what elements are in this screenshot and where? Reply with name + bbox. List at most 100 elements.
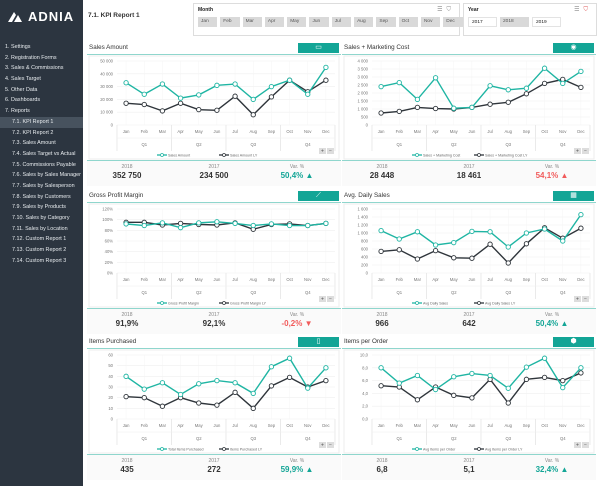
month-chip[interactable]: Aug	[354, 17, 374, 27]
y-tick-label: 30 000	[100, 84, 113, 89]
sidebar-item[interactable]: 7.13. Custom Report 2	[12, 247, 67, 254]
x-tick-label: Jul	[487, 277, 492, 282]
x-tick-label: Jan	[123, 423, 130, 428]
y-tick-label: 6,0	[362, 378, 368, 383]
data-point	[541, 355, 548, 361]
sidebar-item[interactable]: 5. Other Data	[5, 86, 38, 93]
sidebar-item[interactable]: 3. Sales & Commissions	[5, 65, 64, 72]
y-tick-label: 40%	[105, 249, 114, 254]
data-point	[141, 386, 147, 392]
data-point	[232, 389, 238, 395]
sidebar-item[interactable]: 7.6. Sales by Sales Manager	[12, 172, 81, 179]
month-chip[interactable]: Jan	[198, 17, 218, 27]
sidebar-item[interactable]: 2. Registration Forms	[5, 54, 57, 61]
sidebar-item[interactable]: 7.9. Sales by Products	[12, 204, 66, 211]
month-chip[interactable]: Feb	[220, 17, 240, 27]
plus-icon: +	[321, 442, 324, 448]
x-tick-label: May	[195, 129, 204, 134]
box-icon[interactable]: ⬢	[553, 337, 594, 347]
money-icon[interactable]: ▭	[298, 43, 339, 53]
month-chip[interactable]: Apr	[264, 17, 285, 27]
month-chip[interactable]: Oct	[398, 17, 418, 27]
clear-filter-icon[interactable]: ⛉	[446, 7, 455, 13]
sidebar-item[interactable]: 7.10. Sales by Category	[12, 215, 70, 221]
month-chip[interactable]: Sep	[376, 17, 396, 27]
sidebar-item[interactable]: 7.11. Sales by Location	[12, 225, 68, 232]
adnia-logo-icon	[8, 11, 22, 22]
chart-icon[interactable]: ⟋	[298, 191, 339, 201]
x-tick-label: Jul	[232, 423, 237, 428]
calendar-icon[interactable]: ▦	[553, 191, 594, 201]
sidebar-item[interactable]: 7.4. Sales Target vs Actual	[12, 150, 76, 157]
data-point	[196, 400, 202, 406]
quarter-label: Q3	[250, 436, 256, 441]
year-chip[interactable]: 2019	[532, 17, 561, 27]
sidebar-item[interactable]: 7.5. Commissions Payable	[12, 161, 76, 168]
multi-select-icon[interactable]: ☰	[574, 7, 584, 13]
zoom-out-button[interactable]	[582, 296, 589, 302]
data-point	[378, 227, 384, 234]
y-tick-label: 0	[111, 123, 114, 128]
year-chip[interactable]: 2018	[500, 17, 529, 27]
tablet-icon[interactable]: ▯	[298, 337, 339, 347]
zoom-in-button[interactable]	[574, 148, 581, 154]
zoom-out-button[interactable]	[582, 148, 589, 154]
zoom-in-button[interactable]	[574, 442, 581, 448]
data-point	[396, 380, 402, 386]
data-point	[487, 229, 493, 235]
multi-select-icon[interactable]: ☰	[437, 7, 447, 13]
zoom-out-button[interactable]	[327, 296, 334, 302]
data-point	[305, 385, 311, 391]
data-point	[323, 77, 329, 83]
minus-icon: −	[584, 148, 587, 154]
zoom-out-button[interactable]	[327, 442, 334, 448]
sidebar-item[interactable]: 7.3. Sales Amount	[12, 140, 56, 147]
arrow-up-icon: ▲	[558, 171, 569, 180]
x-tick-label: Mar	[159, 129, 167, 134]
sidebar-item[interactable]: 7.7. Sales by Salesperson	[12, 182, 75, 189]
quarter-label: Q1	[141, 290, 147, 295]
data-point	[578, 365, 584, 371]
quarter-label: Q2	[451, 290, 457, 295]
zoom-out-button[interactable]	[582, 442, 589, 448]
zoom-in-button[interactable]	[319, 442, 326, 448]
month-chip[interactable]: Nov	[420, 17, 441, 27]
month-chip[interactable]: Jul	[331, 17, 352, 27]
sidebar-item[interactable]: 7.2. KPI Report 2	[12, 129, 54, 136]
line-chart: 0 200 400 600 800 1 000 1 200 1 400 1 600 Jan Feb M…	[343, 203, 595, 308]
arrow-up-icon: ▲	[558, 319, 569, 328]
y-tick-label: 10 000	[100, 110, 113, 115]
sidebar-item[interactable]: 1. Settings	[5, 44, 31, 50]
data-point	[123, 100, 129, 106]
sidebar-item[interactable]: 6. Dashboards	[5, 97, 41, 104]
data-point	[523, 364, 530, 370]
sidebar-item[interactable]: 7.8. Sales by Customers	[12, 193, 71, 200]
title-underline	[342, 202, 596, 203]
data-point	[378, 248, 384, 255]
zoom-in-button[interactable]	[319, 148, 326, 154]
sidebar-item[interactable]: 7.12. Custom Report 1	[12, 236, 67, 243]
sidebar-item[interactable]: 7.1. KPI Report 1	[0, 116, 83, 128]
y-tick-label: 1 500	[358, 99, 369, 104]
x-tick-label: Sep	[523, 277, 531, 282]
sidebar-item[interactable]: 7. Reports	[5, 108, 30, 115]
zoom-in-button[interactable]	[319, 296, 326, 302]
data-point	[541, 374, 548, 381]
month-chip[interactable]: Mar	[242, 17, 262, 27]
data-point	[414, 372, 421, 379]
data-point	[451, 105, 457, 111]
month-chip[interactable]: Jun	[309, 17, 329, 27]
month-chip[interactable]: May	[287, 17, 307, 27]
year-chip[interactable]: 2017	[468, 17, 497, 27]
clear-filter-icon[interactable]: ⛉	[583, 7, 592, 13]
x-tick-label: Oct	[286, 129, 293, 134]
sidebar-item[interactable]: 7.14. Custom Report 3	[12, 257, 67, 264]
coins-icon[interactable]: ◉	[553, 43, 594, 53]
zoom-in-button[interactable]	[574, 296, 581, 302]
sidebar-item[interactable]: 4. Sales Target	[5, 76, 41, 83]
data-point	[451, 392, 457, 398]
month-chip[interactable]: Dec	[443, 17, 463, 27]
zoom-out-button[interactable]	[327, 148, 334, 154]
logo: ADNIA	[7, 9, 74, 24]
data-point	[469, 395, 475, 401]
